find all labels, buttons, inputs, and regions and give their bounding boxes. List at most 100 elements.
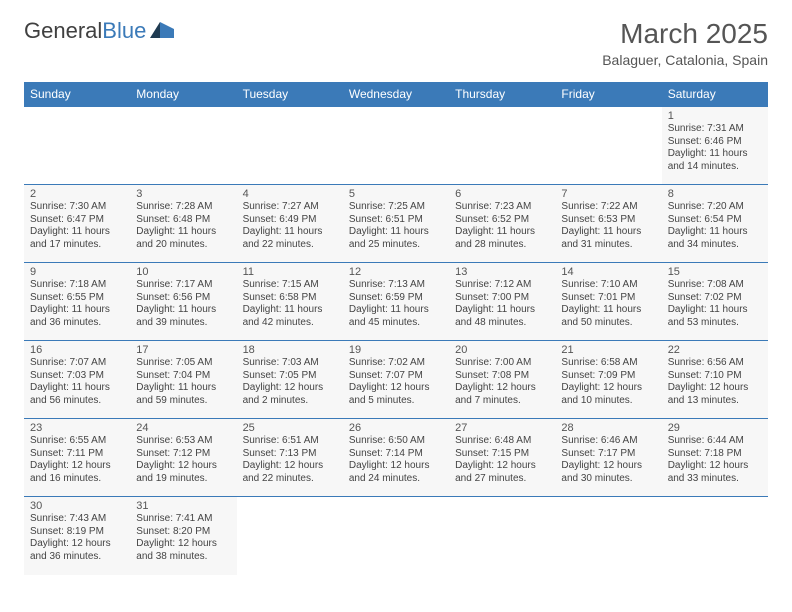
calendar-cell: 30Sunrise: 7:43 AMSunset: 8:19 PMDayligh… [24,497,130,575]
calendar-cell: 2Sunrise: 7:30 AMSunset: 6:47 PMDaylight… [24,185,130,263]
day-ss: Sunset: 6:48 PM [136,214,230,227]
day-d2: and 17 minutes. [30,239,124,252]
day-number: 24 [136,422,230,434]
day-d2: and 59 minutes. [136,395,230,408]
calendar-row: 2Sunrise: 7:30 AMSunset: 6:47 PMDaylight… [24,185,768,263]
day-sr: Sunrise: 6:56 AM [668,357,762,370]
day-ss: Sunset: 6:53 PM [561,214,655,227]
day-d1: Daylight: 11 hours [30,382,124,395]
calendar-cell [662,497,768,575]
day-d1: Daylight: 12 hours [668,460,762,473]
day-number: 21 [561,344,655,356]
calendar-cell: 12Sunrise: 7:13 AMSunset: 6:59 PMDayligh… [343,263,449,341]
day-d2: and 19 minutes. [136,473,230,486]
day-number: 18 [243,344,337,356]
day-d1: Daylight: 12 hours [349,460,443,473]
day-ss: Sunset: 8:20 PM [136,526,230,539]
day-sr: Sunrise: 7:41 AM [136,513,230,526]
day-ss: Sunset: 7:00 PM [455,292,549,305]
day-number: 8 [668,188,762,200]
calendar-cell [237,497,343,575]
calendar-cell: 4Sunrise: 7:27 AMSunset: 6:49 PMDaylight… [237,185,343,263]
day-ss: Sunset: 6:46 PM [668,136,762,149]
calendar-cell: 17Sunrise: 7:05 AMSunset: 7:04 PMDayligh… [130,341,236,419]
day-sr: Sunrise: 6:50 AM [349,435,443,448]
day-number: 5 [349,188,443,200]
day-sr: Sunrise: 7:17 AM [136,279,230,292]
dow-row: Sunday Monday Tuesday Wednesday Thursday… [24,82,768,107]
day-d1: Daylight: 12 hours [561,460,655,473]
day-d2: and 31 minutes. [561,239,655,252]
day-d1: Daylight: 11 hours [136,226,230,239]
calendar-cell [343,107,449,185]
day-number: 28 [561,422,655,434]
dow-tuesday: Tuesday [237,82,343,107]
day-sr: Sunrise: 6:55 AM [30,435,124,448]
day-d2: and 27 minutes. [455,473,549,486]
calendar-cell: 19Sunrise: 7:02 AMSunset: 7:07 PMDayligh… [343,341,449,419]
day-d2: and 38 minutes. [136,551,230,564]
day-ss: Sunset: 6:56 PM [136,292,230,305]
day-d1: Daylight: 11 hours [455,226,549,239]
day-d2: and 36 minutes. [30,317,124,330]
calendar-cell [555,107,661,185]
logo-flag-icon [150,18,176,44]
calendar-cell: 1Sunrise: 7:31 AMSunset: 6:46 PMDaylight… [662,107,768,185]
day-sr: Sunrise: 6:48 AM [455,435,549,448]
day-d2: and 13 minutes. [668,395,762,408]
day-d1: Daylight: 12 hours [136,538,230,551]
day-d2: and 48 minutes. [455,317,549,330]
day-number: 25 [243,422,337,434]
day-d2: and 36 minutes. [30,551,124,564]
day-number: 16 [30,344,124,356]
calendar-cell: 22Sunrise: 6:56 AMSunset: 7:10 PMDayligh… [662,341,768,419]
calendar-cell: 25Sunrise: 6:51 AMSunset: 7:13 PMDayligh… [237,419,343,497]
calendar-row: 9Sunrise: 7:18 AMSunset: 6:55 PMDaylight… [24,263,768,341]
calendar-cell [130,107,236,185]
day-d2: and 2 minutes. [243,395,337,408]
day-d1: Daylight: 11 hours [243,304,337,317]
dow-sunday: Sunday [24,82,130,107]
day-d1: Daylight: 11 hours [561,304,655,317]
day-ss: Sunset: 6:59 PM [349,292,443,305]
day-d1: Daylight: 12 hours [243,382,337,395]
day-number: 23 [30,422,124,434]
day-number: 17 [136,344,230,356]
day-number: 20 [455,344,549,356]
calendar-cell [343,497,449,575]
day-d1: Daylight: 11 hours [30,304,124,317]
calendar-cell: 9Sunrise: 7:18 AMSunset: 6:55 PMDaylight… [24,263,130,341]
calendar-row: 23Sunrise: 6:55 AMSunset: 7:11 PMDayligh… [24,419,768,497]
day-ss: Sunset: 7:17 PM [561,448,655,461]
day-d2: and 50 minutes. [561,317,655,330]
day-d1: Daylight: 11 hours [561,226,655,239]
dow-thursday: Thursday [449,82,555,107]
day-d2: and 22 minutes. [243,239,337,252]
day-ss: Sunset: 7:02 PM [668,292,762,305]
day-ss: Sunset: 6:54 PM [668,214,762,227]
day-ss: Sunset: 7:14 PM [349,448,443,461]
day-d1: Daylight: 12 hours [136,460,230,473]
day-d2: and 45 minutes. [349,317,443,330]
day-number: 14 [561,266,655,278]
calendar-row: 16Sunrise: 7:07 AMSunset: 7:03 PMDayligh… [24,341,768,419]
day-sr: Sunrise: 7:28 AM [136,201,230,214]
day-sr: Sunrise: 7:08 AM [668,279,762,292]
day-d2: and 22 minutes. [243,473,337,486]
calendar-cell: 3Sunrise: 7:28 AMSunset: 6:48 PMDaylight… [130,185,236,263]
day-ss: Sunset: 6:51 PM [349,214,443,227]
day-ss: Sunset: 6:58 PM [243,292,337,305]
day-number: 1 [668,110,762,122]
day-number: 27 [455,422,549,434]
day-d2: and 14 minutes. [668,161,762,174]
day-d1: Daylight: 12 hours [561,382,655,395]
day-sr: Sunrise: 7:22 AM [561,201,655,214]
calendar-cell: 13Sunrise: 7:12 AMSunset: 7:00 PMDayligh… [449,263,555,341]
day-d2: and 20 minutes. [136,239,230,252]
day-number: 22 [668,344,762,356]
day-d1: Daylight: 12 hours [349,382,443,395]
calendar-cell: 20Sunrise: 7:00 AMSunset: 7:08 PMDayligh… [449,341,555,419]
day-ss: Sunset: 7:05 PM [243,370,337,383]
calendar-cell [24,107,130,185]
calendar-cell: 14Sunrise: 7:10 AMSunset: 7:01 PMDayligh… [555,263,661,341]
